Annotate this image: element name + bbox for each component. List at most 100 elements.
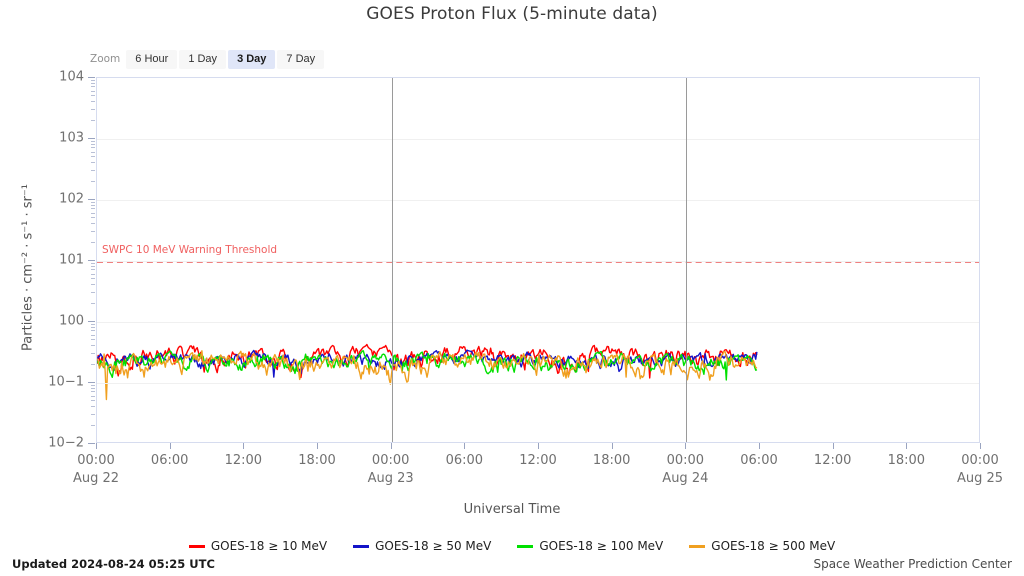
y-tick-minor xyxy=(91,413,95,415)
series-line xyxy=(97,350,758,401)
y-tick-minor xyxy=(91,147,95,149)
horizontal-gridline xyxy=(97,200,979,201)
y-tick-minor xyxy=(91,169,95,171)
y-tick-minor xyxy=(91,345,95,347)
y-tick-label: 101 xyxy=(59,252,84,268)
y-tick-minor xyxy=(91,384,95,386)
updated-timestamp: Updated 2024-08-24 05:25 UTC xyxy=(12,557,215,571)
y-tick-mark xyxy=(88,199,95,200)
series-lines xyxy=(97,343,758,401)
x-tick-time-label: 00:00 xyxy=(666,453,705,468)
x-axis: 00:00 Aug 22 06:00 12:00 18:00 00:00 Aug 23 06:… xyxy=(0,443,1024,503)
x-axis-title: Universal Time xyxy=(463,502,561,517)
zoom-button-6-hour[interactable]: 6 Hour xyxy=(126,50,178,69)
x-tick-mark xyxy=(980,443,981,449)
y-tick-minor xyxy=(91,406,95,408)
horizontal-gridline xyxy=(97,322,979,323)
x-tick-mark xyxy=(243,443,245,449)
y-tick-minor xyxy=(91,79,95,81)
x-tick-mark xyxy=(538,443,539,449)
y-tick-minor xyxy=(91,334,95,336)
x-tick-date-label: Aug 25 xyxy=(956,471,1004,486)
y-tick-minor xyxy=(91,208,95,210)
legend-item[interactable]: GOES-18 ≥ 500 MeV xyxy=(689,539,835,553)
legend-item[interactable]: GOES-18 ≥ 50 MeV xyxy=(353,539,491,553)
legend-label: GOES-18 ≥ 100 MeV xyxy=(539,539,664,553)
x-tick-mark xyxy=(906,443,908,449)
horizontal-gridline xyxy=(97,261,979,262)
y-tick-mark xyxy=(88,138,95,139)
zoom-button-1-day[interactable]: 1 Day xyxy=(179,50,227,69)
x-tick-mark xyxy=(317,443,318,449)
y-tick-minor xyxy=(91,326,95,328)
warning-threshold-line xyxy=(97,261,979,263)
y-tick-minor xyxy=(91,330,95,332)
y-tick-minor xyxy=(91,400,95,402)
x-tick-time-label: 06:00 xyxy=(740,453,778,468)
y-tick-minor xyxy=(91,212,95,214)
y-tick-minor xyxy=(91,278,95,280)
legend-color-swatch xyxy=(517,544,534,548)
x-tick-date-label: Aug 24 xyxy=(662,471,709,486)
y-tick-minor xyxy=(91,387,95,389)
x-tick-time-label: 00:00 xyxy=(371,453,410,468)
y-tick-minor xyxy=(91,82,95,84)
y-tick-minor xyxy=(91,119,95,121)
legend-label: GOES-18 ≥ 50 MeV xyxy=(375,539,492,553)
y-tick-minor xyxy=(91,323,95,325)
y-tick-minor xyxy=(91,204,95,206)
y-axis-title: Particles · cm⁻² · s⁻¹ · sr⁻¹ xyxy=(20,184,36,351)
y-tick-mark xyxy=(88,260,95,261)
x-tick-mark xyxy=(390,443,392,449)
y-tick-minor xyxy=(91,156,95,158)
y-tick-minor xyxy=(91,223,95,225)
y-tick-mark xyxy=(88,321,95,322)
legend-label: GOES-18 ≥ 10 MeV xyxy=(210,539,328,553)
legend-color-swatch xyxy=(188,544,205,548)
y-tick-minor xyxy=(91,284,95,286)
y-tick-minor xyxy=(91,162,95,164)
zoom-button-7-day[interactable]: 7 Day xyxy=(277,50,325,69)
y-tick-mark xyxy=(88,382,95,383)
y-tick-minor xyxy=(91,230,95,232)
x-tick-mark xyxy=(611,443,613,449)
plot-area xyxy=(96,77,980,443)
y-tick-label: 10−2 xyxy=(48,435,84,451)
y-tick-minor xyxy=(91,95,95,97)
y-tick-minor xyxy=(91,265,95,267)
legend-item[interactable]: GOES-18 ≥ 10 MeV xyxy=(188,539,328,553)
x-tick-time-label: 18:00 xyxy=(592,453,631,468)
legend-label: GOES-18 ≥ 500 MeV xyxy=(711,539,836,553)
y-tick-minor xyxy=(91,86,95,88)
y-tick-label: 10−1 xyxy=(48,374,84,390)
zoom-button-3-day[interactable]: 3 Day xyxy=(228,50,276,69)
y-tick-mark xyxy=(88,77,95,78)
zoom-label: Zoom xyxy=(90,53,121,65)
x-tick-time-label: 12:00 xyxy=(224,453,263,468)
x-tick-time-label: 06:00 xyxy=(445,453,484,468)
page-title: GOES Proton Flux (5-minute data) xyxy=(366,4,658,24)
horizontal-gridline xyxy=(97,383,979,384)
y-tick-minor xyxy=(91,262,95,264)
y-tick-minor xyxy=(91,302,95,304)
x-tick-time-label: 18:00 xyxy=(887,453,926,468)
x-tick-mark xyxy=(685,443,687,449)
warning-threshold-label: SWPC 10 MeV Warning Threshold xyxy=(102,244,278,256)
x-tick-mark xyxy=(169,443,171,449)
x-tick-mark xyxy=(96,443,97,449)
y-tick-minor xyxy=(91,108,95,110)
y-tick-minor xyxy=(91,339,95,341)
y-tick-minor xyxy=(91,140,95,142)
y-tick-minor xyxy=(91,241,95,243)
legend-color-swatch xyxy=(689,544,706,548)
x-tick-time-label: 18:00 xyxy=(298,453,336,468)
x-tick-mark xyxy=(832,443,834,449)
y-tick-minor xyxy=(91,363,95,365)
y-tick-minor xyxy=(91,424,95,426)
legend-item[interactable]: GOES-18 ≥ 100 MeV xyxy=(517,539,663,553)
y-tick-minor xyxy=(91,273,95,275)
zoom-range-selector[interactable]: Zoom 6 Hour 1 Day 3 Day 7 Day xyxy=(90,50,326,69)
y-tick-minor xyxy=(91,180,95,182)
y-tick-minor xyxy=(91,352,95,354)
